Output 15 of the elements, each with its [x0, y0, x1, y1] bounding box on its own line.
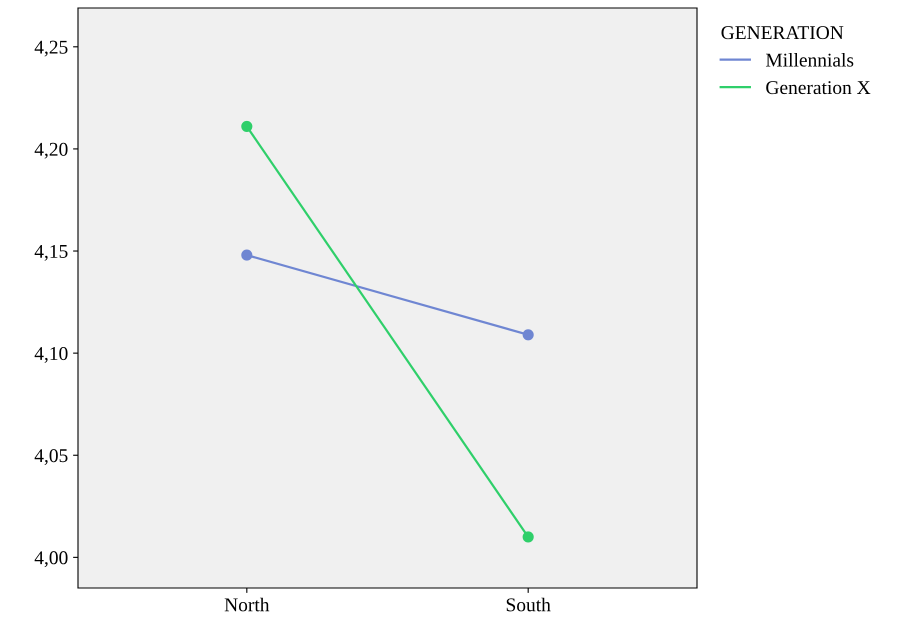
y-tick-label: 4,25 — [34, 40, 68, 57]
y-tick-label: 4,15 — [34, 244, 68, 261]
point — [522, 329, 534, 340]
legend-title: GENERATION — [721, 26, 844, 40]
y-tick-label: 4,00 — [34, 551, 68, 568]
point — [241, 250, 252, 261]
legend-label: Generation X — [766, 81, 870, 94]
x-tick-label: South — [506, 598, 551, 612]
y-tick-label: 4,20 — [34, 142, 68, 159]
y-tick-label: 4,05 — [34, 449, 68, 465]
x-tick-label: North — [224, 598, 270, 612]
point — [522, 531, 534, 542]
point — [241, 120, 252, 132]
y-tick-label: 4,10 — [34, 346, 68, 363]
legend-label: Millennials — [766, 52, 854, 67]
